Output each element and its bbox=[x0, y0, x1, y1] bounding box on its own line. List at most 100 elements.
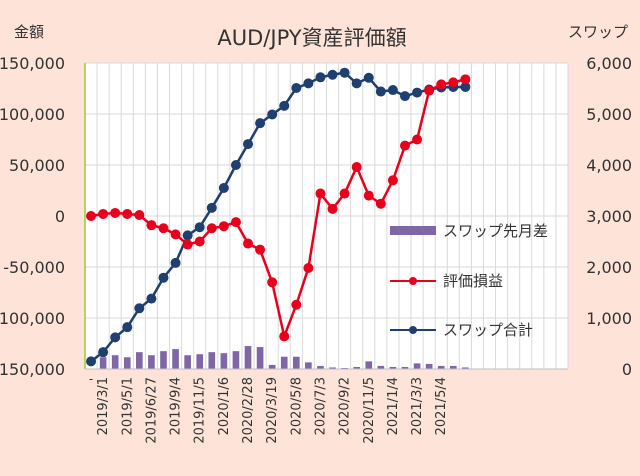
bar-swap-diff bbox=[172, 349, 179, 369]
x-tick-label: 2020/9/2 bbox=[338, 377, 353, 435]
point-valuation bbox=[170, 229, 181, 240]
point-valuation bbox=[230, 217, 241, 228]
point-swap-total bbox=[279, 100, 290, 111]
x-tick-label: - bbox=[89, 372, 93, 386]
point-valuation bbox=[134, 209, 145, 220]
point-valuation bbox=[218, 221, 229, 232]
y-right-tick-label: 6,000 bbox=[586, 54, 632, 73]
bar-swap-diff bbox=[437, 365, 445, 369]
point-valuation bbox=[267, 277, 278, 288]
point-valuation bbox=[315, 188, 326, 199]
point-valuation bbox=[363, 190, 374, 201]
point-valuation bbox=[243, 238, 254, 249]
x-tick-label: 2020/1/6 bbox=[217, 377, 232, 435]
legend-marker-swap-total bbox=[409, 326, 417, 334]
gridlines bbox=[84, 62, 569, 370]
point-valuation bbox=[110, 207, 121, 218]
point-valuation bbox=[351, 162, 362, 173]
point-swap-total bbox=[327, 69, 338, 80]
bar-swap-diff bbox=[244, 346, 252, 369]
point-swap-total bbox=[399, 91, 410, 102]
x-tick-label: 2020/7/3 bbox=[313, 377, 328, 435]
point-swap-total bbox=[98, 347, 109, 358]
x-tick-label: 2019/11/5 bbox=[193, 377, 208, 444]
point-valuation bbox=[122, 208, 133, 219]
point-valuation bbox=[98, 208, 109, 219]
bar-swap-diff bbox=[196, 354, 204, 369]
point-swap-total bbox=[339, 67, 350, 78]
point-valuation bbox=[194, 236, 205, 247]
bar-swap-diff bbox=[148, 355, 155, 369]
point-valuation bbox=[399, 140, 410, 151]
bar-swap-diff bbox=[208, 352, 216, 369]
bar-swap-diff bbox=[160, 351, 167, 369]
point-swap-total bbox=[206, 202, 217, 213]
point-swap-total bbox=[146, 293, 157, 304]
point-swap-total bbox=[194, 222, 205, 233]
y-right-tick-label: 1,000 bbox=[586, 309, 632, 328]
bar-swap-diff bbox=[268, 364, 276, 369]
point-swap-total bbox=[291, 82, 302, 93]
point-valuation bbox=[460, 74, 471, 85]
bar-swap-diff bbox=[389, 366, 397, 369]
x-tick-label: 2019/9/4 bbox=[169, 377, 184, 435]
point-valuation bbox=[327, 203, 338, 214]
bar-swap-diff bbox=[425, 363, 433, 369]
point-valuation bbox=[424, 85, 435, 96]
point-valuation bbox=[339, 188, 350, 199]
point-valuation bbox=[291, 299, 302, 310]
y-left-tick-label: -100,000 bbox=[0, 309, 65, 328]
y-right-axis-label: スワップ bbox=[568, 23, 628, 41]
y-left-tick-label: -150,000 bbox=[0, 360, 65, 379]
y-left-tick-label: 0 bbox=[55, 207, 65, 226]
y-left-tick-label: 100,000 bbox=[0, 105, 65, 124]
bar-swap-diff bbox=[280, 356, 288, 369]
x-tick-label: 2020/5/8 bbox=[289, 377, 304, 435]
y-left-tick-label: -50,000 bbox=[3, 258, 65, 277]
bar-swap-diff bbox=[329, 367, 336, 369]
legend-label-valuation: 評価損益 bbox=[443, 272, 503, 290]
point-swap-total bbox=[158, 272, 169, 283]
point-swap-total bbox=[230, 160, 241, 170]
point-valuation bbox=[182, 239, 193, 250]
point-swap-total bbox=[315, 72, 326, 83]
point-valuation bbox=[436, 79, 447, 90]
y-right-tick-label: 2,000 bbox=[586, 258, 632, 277]
point-valuation bbox=[448, 77, 459, 88]
x-tick-label: 2019/6/27 bbox=[144, 377, 159, 444]
point-swap-total bbox=[303, 78, 314, 89]
point-swap-total bbox=[351, 78, 362, 89]
point-swap-total bbox=[412, 87, 423, 98]
point-swap-total bbox=[387, 85, 398, 96]
point-swap-total bbox=[363, 72, 374, 83]
point-swap-total bbox=[86, 356, 97, 367]
bar-swap-diff bbox=[341, 367, 348, 369]
point-valuation bbox=[206, 223, 217, 234]
legend-marker-valuation bbox=[409, 277, 417, 285]
point-swap-total bbox=[218, 182, 229, 193]
bar-swap-diff bbox=[365, 361, 373, 369]
point-valuation bbox=[412, 134, 423, 145]
bar-swap-diff bbox=[292, 356, 300, 369]
point-swap-total bbox=[375, 86, 386, 97]
legend: スワップ先月差 評価損益 スワップ合計 bbox=[390, 222, 548, 339]
bar-swap-diff bbox=[123, 357, 131, 369]
point-valuation bbox=[146, 220, 157, 231]
legend-label-swap-diff: スワップ先月差 bbox=[443, 222, 548, 240]
point-swap-total bbox=[243, 139, 254, 150]
bar-swap-diff bbox=[449, 365, 457, 369]
y-right-tick-label: 5,000 bbox=[586, 105, 632, 124]
y-right-tick-label: 0 bbox=[622, 360, 632, 379]
point-swap-total bbox=[267, 109, 278, 120]
legend-swatch-swap-diff bbox=[390, 226, 436, 235]
point-swap-total bbox=[122, 322, 133, 333]
bar-swap-diff bbox=[305, 362, 312, 369]
bar-swap-diff bbox=[377, 365, 385, 369]
point-valuation bbox=[86, 211, 97, 221]
x-tick-label: 2020/11/5 bbox=[362, 377, 377, 444]
bar-series bbox=[99, 346, 469, 369]
y-left-tick-label: 50,000 bbox=[9, 156, 65, 175]
point-valuation bbox=[375, 198, 386, 209]
bar-swap-diff bbox=[220, 353, 228, 369]
